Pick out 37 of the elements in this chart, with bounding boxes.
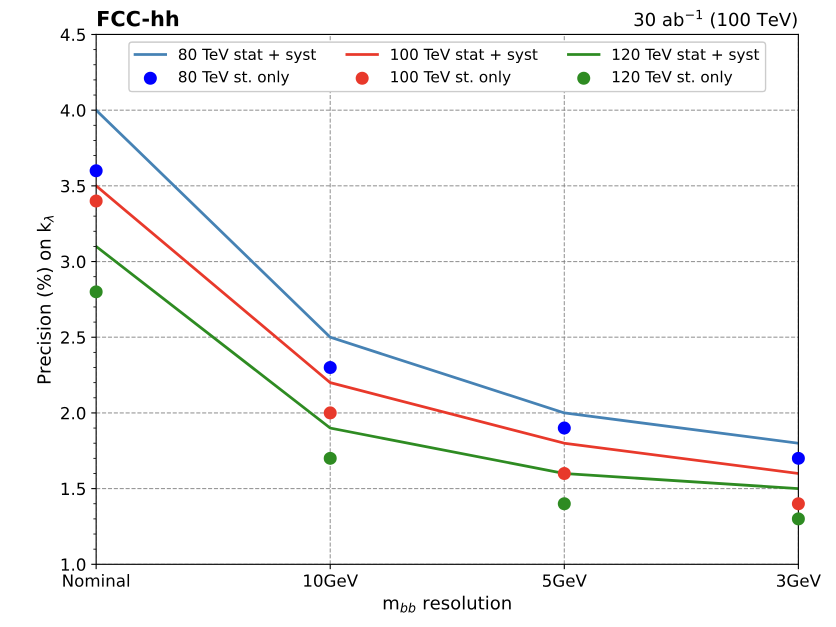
x-tick-label: Nominal: [63, 574, 130, 587]
legend-label: 100 TeV st. only: [391, 70, 511, 86]
legend-label: 100 TeV stat + syst: [391, 48, 538, 64]
point: [324, 406, 337, 420]
legend-label: 80 TeV st. only: [178, 70, 290, 86]
point: [90, 285, 103, 298]
point: [90, 194, 103, 208]
chart-subtitle: 30 ab$^{−1}$ (100 TeV): [634, 10, 797, 28]
y-axis-title: Precision (%) on k$_{λ}$: [36, 216, 54, 384]
x-tick-label: 5GeV: [543, 574, 587, 587]
y-tick-label: 3.0: [61, 256, 86, 268]
legend-label: 120 TeV st. only: [612, 70, 732, 86]
point: [558, 422, 571, 435]
legend-label: 120 TeV stat + syst: [612, 48, 760, 64]
point: [792, 512, 805, 526]
y-tick-label: 2.0: [61, 406, 86, 420]
line-series: [96, 184, 798, 475]
point: [792, 452, 805, 465]
line-series: [96, 245, 798, 490]
line-series: [96, 108, 798, 445]
point: [558, 497, 571, 510]
x-tick-label: 3GeV: [777, 574, 821, 587]
y-tick-label: 4.0: [60, 104, 86, 117]
y-tick-label: 4.5: [60, 28, 85, 42]
point: [324, 361, 337, 374]
point: [324, 452, 337, 465]
point: [792, 497, 805, 510]
legend-label: 80 TeV stat + syst: [178, 48, 316, 64]
y-tick-label: 1.0: [62, 558, 86, 571]
x-axis-title: m$_{bb}$ resolution: [384, 596, 511, 613]
point: [90, 164, 103, 178]
y-tick-label: 3.5: [61, 180, 85, 192]
y-tick-label: 1.5: [62, 482, 85, 496]
y-tick-label: 2.5: [61, 331, 85, 344]
point: [558, 466, 571, 480]
chart-title: FCC-hh: [98, 10, 178, 26]
x-tick-label: 10GeV: [304, 574, 358, 587]
